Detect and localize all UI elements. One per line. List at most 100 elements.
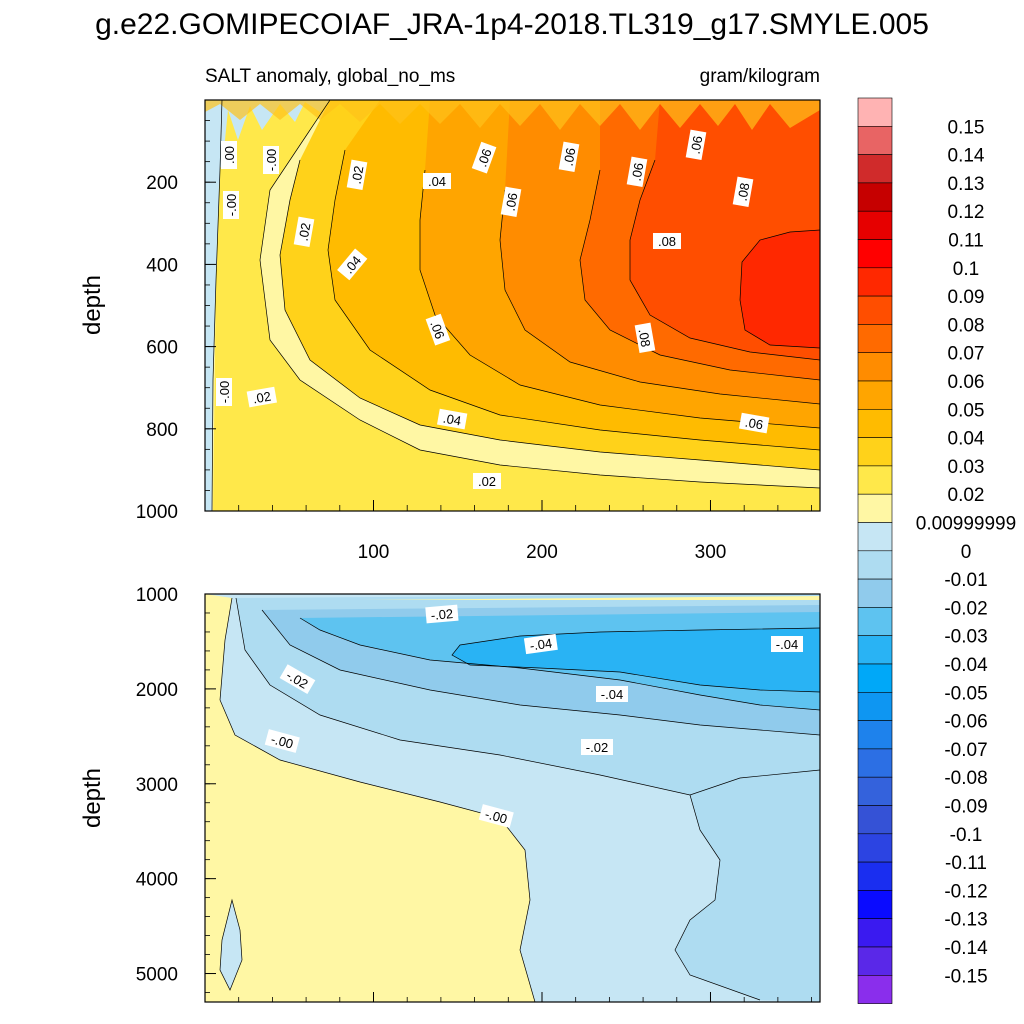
contour-label: .02: [252, 389, 272, 407]
contour-line-0.01: [259, 100, 820, 489]
colorbar-swatch: [857, 182, 893, 212]
contour-label: .06: [629, 162, 647, 182]
contour-label: -.00: [224, 194, 239, 216]
colorbar-label: -0.07: [944, 740, 987, 761]
colorbar-label: -0.13: [944, 910, 987, 931]
colorbar-swatch: [857, 324, 893, 353]
upper-y-axis: 200 400 600 800 1000: [136, 120, 216, 523]
contour-label: -.00: [264, 149, 279, 171]
colorbar-swatch: [857, 635, 893, 665]
colorbar-label: -0.05: [944, 683, 987, 704]
colorbar-label: 0.03: [948, 457, 985, 478]
colorbar-label: -0.03: [944, 627, 987, 648]
colorbar-swatch: [857, 578, 893, 608]
contour-label: .06: [688, 135, 706, 155]
lower-y-tick-label: 3000: [136, 775, 178, 796]
lower-plot-frame: [204, 593, 821, 1003]
contour-line-0.02: [279, 159, 820, 471]
fill-level-surface-negative: [205, 100, 330, 170]
colorbar-swatch: [857, 295, 893, 325]
upper-y-tick-label: 1000: [136, 502, 178, 523]
contour-label: -.04: [601, 687, 623, 702]
lower-x-axis-ticks: [238, 992, 812, 1002]
lower-y-axis-label: depth: [79, 768, 106, 828]
contour-line-0.04: [419, 169, 820, 429]
colorbar-label: -0.06: [944, 712, 987, 733]
contour-label: .08: [735, 182, 753, 202]
fill-level-0.01-0.02: [213, 100, 820, 511]
contour-line-0.00: [211, 100, 223, 511]
contour-line-0.00: [219, 597, 536, 1002]
colorbar-swatch: [857, 607, 893, 637]
colorbar-label: 0.12: [948, 202, 985, 223]
contour-label: -.02: [586, 740, 608, 755]
contour-label: .02: [349, 165, 367, 185]
upper-y-tick-label: 800: [146, 420, 178, 441]
fill-level-0.08-0.09: [740, 230, 820, 348]
colorbar-swatch: [857, 691, 893, 721]
contour-label: .04: [442, 411, 462, 429]
colorbar-swatch: [857, 663, 893, 693]
contour-label: .06: [503, 192, 521, 212]
lower-y-axis: 1000 2000 3000 4000 5000: [136, 585, 216, 993]
colorbar-label: 0.1: [953, 259, 979, 280]
contour-line-0.08: [739, 229, 820, 349]
lower-y-tick-label: 5000: [136, 965, 178, 986]
figure-title: g.e22.GOMIPECOIAF_JRA-1p4-2018.TL319_g17…: [95, 8, 929, 41]
upper-panel: SALT anomaly, global_no_ms gram/kilogram: [79, 66, 821, 563]
contour-label: -.02: [430, 606, 454, 623]
colorbar-swatch: [857, 946, 893, 976]
colorbar-swatch: [857, 805, 893, 835]
contour-label: .06: [744, 415, 764, 433]
x-tick-label: 200: [526, 542, 558, 563]
contour-label: .06: [427, 319, 447, 341]
upper-contour-fill: [205, 100, 820, 511]
contour-line-neg0.04: [451, 627, 820, 693]
lower-y-tick-label: 1000: [136, 585, 178, 606]
colorbar-swatch: [857, 522, 893, 552]
colorbar-swatch: [857, 267, 893, 297]
lower-y-tick-label: 2000: [136, 680, 178, 701]
colorbar-label: 0.02: [948, 485, 985, 506]
colorbar-swatch: [857, 918, 893, 948]
fill-level-0-0.01: [205, 594, 535, 1002]
contour-line-neg0.01: [235, 597, 820, 796]
colorbar-label: -0.09: [944, 797, 987, 818]
upper-y-tick-label: 200: [146, 173, 178, 194]
colorbar-label: 0.08: [948, 315, 985, 336]
lower-panel: -.02 -.04 -.04 -.02 -.04 -.00 -.02 -.00 …: [79, 585, 821, 1003]
contour-label: -.00: [217, 381, 232, 403]
x-tick-label: 100: [358, 542, 390, 563]
contour-line-neg0.02: [261, 609, 820, 736]
colorbar-swatch: [857, 465, 893, 495]
colorbar-swatch: [857, 776, 893, 806]
colorbar-label: -0.02: [944, 598, 987, 619]
lower-contour-fill: [205, 594, 820, 1002]
contour-label: .08: [658, 234, 676, 249]
colorbar-swatch: [857, 720, 893, 750]
colorbar-swatch: [857, 550, 893, 580]
colorbar-label: 0.07: [948, 344, 985, 365]
contour-label: .00: [222, 146, 237, 164]
contour-label: -.04: [529, 636, 553, 654]
contour-line-0.06: [579, 169, 820, 381]
contour-label: .04: [428, 174, 446, 189]
colorbar-swatch: [857, 890, 893, 920]
contour-label: .08: [636, 328, 654, 348]
colorbar-label: 0.15: [948, 117, 985, 138]
fill-level-neg0.02-neg0.01: [232, 594, 820, 1002]
colorbar-swatch: [857, 437, 893, 467]
colorbar-label: 0: [961, 542, 972, 563]
upper-y-tick-label: 400: [146, 255, 178, 276]
colorbar-swatch: [857, 380, 893, 410]
colorbar-label: 0.14: [948, 146, 985, 167]
colorbar-label: -0.01: [944, 570, 987, 591]
contour-line-neg0.01b: [674, 794, 761, 1001]
contour-line-0.03: [327, 149, 820, 451]
colorbar-swatch: [857, 239, 893, 269]
fill-small-negative-patch: [219, 898, 243, 991]
colorbar-label: 0.05: [948, 400, 985, 421]
lower-y-tick-label: 4000: [136, 870, 178, 891]
colorbar: 0.15 0.14 0.13 0.12 0.11 0.1 0.09 0.08 0.07 0.06 0…: [857, 97, 1016, 1004]
